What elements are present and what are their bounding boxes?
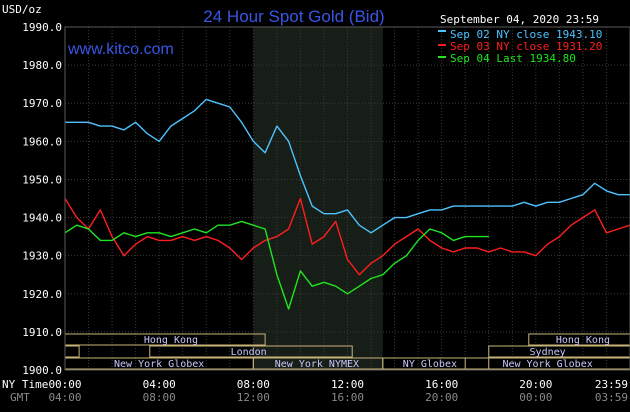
y-axis-ticks: 1990.0 1980.0 1970.0 1960.0 1950.0 1940.0 1930… [22,21,62,377]
session-label: New York Globex [502,359,592,370]
x-tick-label-gmt: 03:59 [595,391,628,404]
y-tick-label: 1970.0 [22,97,62,110]
y-tick-label: 1920.0 [22,288,62,301]
price-series [64,98,630,310]
gmt-label: GMT [10,391,30,404]
series-line-0 [65,98,630,234]
series-line-2 [64,220,489,310]
session-label: Sydney [530,347,566,358]
x-tick-label-gmt: 12:00 [237,391,270,404]
session-box [382,357,490,370]
x-tick-label-ny: 00:00 [48,378,81,391]
session-box [464,357,630,370]
y-tick-label: 1930.0 [22,250,62,263]
y-tick-label: 1940.0 [22,212,62,225]
series-line-1 [64,197,630,276]
legend-entry-sep03: Sep 03 NY close 1931.20 [450,40,602,53]
website-label: www.kitco.com [67,41,174,58]
session-label: New York NYMEX [275,359,359,370]
plot-border [64,26,630,371]
y-tick-label: 1990.0 [22,21,62,34]
y-tick-label: 1910.0 [22,326,62,339]
session-label: NY Globex [403,359,457,370]
legend-entry-sep02: Sep 02 NY close 1943.10 [450,28,602,41]
session-label: Hong Kong [144,335,198,346]
x-tick-label-ny: 20:00 [519,378,552,391]
y-tick-label: 1960.0 [22,135,62,148]
legend-entry-sep04: Sep 04 Last 1934.80 [450,52,576,65]
session-highlight-band [253,27,383,370]
x-tick-label-ny: 23:59 [595,378,628,391]
x-tick-label-gmt: 16:00 [331,391,364,404]
chart-title: 24 Hour Spot Gold (Bid) [203,7,384,26]
x-axis-ticks: 00:00 04:00 08:00 12:00 16:00 20:00 23:5904:00… [48,378,628,404]
session-label: New York Globex [114,359,204,370]
x-tick-label-gmt: 00:00 [519,391,552,404]
x-tick-label-gmt: 08:00 [143,391,176,404]
y-tick-label: 1950.0 [22,173,62,186]
legend-swatch-sep02 [438,30,446,32]
x-tick-label-ny: 12:00 [331,378,364,391]
session-box [488,345,630,358]
session-label: Hong Kong [556,335,610,346]
x-tick-label-ny: 08:00 [237,378,270,391]
y-tick-label: 1980.0 [22,59,62,72]
y-unit-label: USD/oz [2,3,42,16]
y-tick-label: 1900.0 [22,364,62,377]
session-label: London [231,347,267,358]
session-box [149,345,353,358]
x-tick-label-gmt: 04:00 [48,391,81,404]
x-tick-label-gmt: 20:00 [425,391,458,404]
ny-time-label: NY Time [2,378,48,391]
x-tick-label-ny: 04:00 [143,378,176,391]
legend: Sep 02 NY close 1943.10 Sep 03 NY close … [438,28,602,65]
legend-swatch-sep03 [438,44,446,46]
chart-date: September 04, 2020 23:59 [440,13,599,26]
x-tick-label-ny: 16:00 [425,378,458,391]
legend-swatch-sep04 [438,56,446,58]
